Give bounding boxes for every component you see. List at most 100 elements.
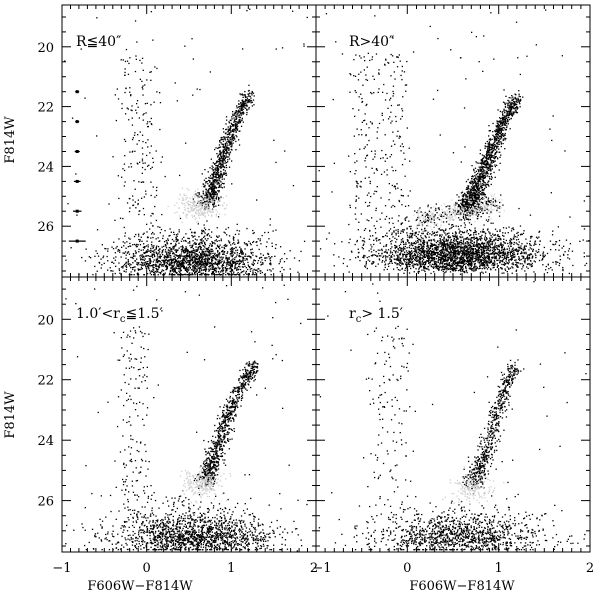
star-point xyxy=(231,145,233,147)
star-point xyxy=(230,130,232,132)
star-point xyxy=(472,254,474,256)
star-point xyxy=(193,231,195,234)
star-point xyxy=(140,249,142,251)
star-point xyxy=(142,233,144,235)
star-point xyxy=(237,241,240,243)
star-point xyxy=(92,274,94,276)
star-point xyxy=(469,250,471,253)
star-point xyxy=(201,204,203,206)
star-point xyxy=(188,260,190,262)
star-point xyxy=(461,261,463,263)
star-point xyxy=(207,171,209,173)
star-point xyxy=(237,274,240,276)
star-point xyxy=(215,187,217,189)
star-point xyxy=(362,248,364,250)
star-point xyxy=(406,247,408,249)
star-point xyxy=(412,256,414,259)
star-point xyxy=(210,158,212,160)
star-point xyxy=(183,265,185,268)
star-point xyxy=(483,244,485,246)
star-point xyxy=(146,102,148,104)
star-point xyxy=(127,73,130,75)
star-point xyxy=(451,256,453,258)
star-point xyxy=(186,255,189,258)
star-point xyxy=(177,255,179,257)
star-point xyxy=(462,250,464,252)
star-point xyxy=(226,244,228,246)
star-point xyxy=(165,269,167,271)
star-point xyxy=(235,131,237,133)
star-point xyxy=(169,263,171,265)
star-point xyxy=(158,240,160,242)
star-point xyxy=(415,249,418,251)
star-point xyxy=(230,251,232,253)
star-point xyxy=(119,217,122,219)
star-point xyxy=(391,262,393,264)
star-point xyxy=(166,268,168,270)
star-point xyxy=(432,267,435,269)
star-point xyxy=(117,250,119,252)
star-point xyxy=(235,274,237,276)
star-point xyxy=(201,248,203,251)
star-point xyxy=(398,249,400,251)
star-point xyxy=(489,261,492,263)
star-point xyxy=(261,263,263,265)
star-point xyxy=(488,259,490,261)
star-point xyxy=(170,259,172,261)
star-point xyxy=(362,256,364,258)
star-point xyxy=(417,255,419,258)
star-point xyxy=(246,104,248,106)
star-point xyxy=(212,252,214,254)
star-point xyxy=(253,268,255,271)
star-point xyxy=(219,175,221,177)
star-point xyxy=(186,268,188,270)
star-point xyxy=(193,269,195,271)
star-point xyxy=(222,253,224,255)
star-point xyxy=(410,247,412,250)
star-point xyxy=(229,263,231,265)
star-point xyxy=(199,88,201,91)
star-point xyxy=(236,254,238,256)
star-point xyxy=(200,239,203,241)
star-point xyxy=(529,263,531,265)
star-point xyxy=(226,257,228,259)
star-point xyxy=(423,243,425,245)
star-point xyxy=(447,239,449,241)
star-point xyxy=(207,250,209,253)
star-point xyxy=(170,261,173,263)
star-point xyxy=(501,272,503,274)
star-point xyxy=(201,238,203,240)
star-point xyxy=(503,238,505,240)
star-point xyxy=(216,153,218,155)
star-point xyxy=(235,111,237,113)
star-point xyxy=(192,205,194,207)
star-point xyxy=(137,202,139,205)
star-point xyxy=(521,247,523,250)
star-point xyxy=(220,174,222,176)
star-point xyxy=(144,103,147,105)
star-point xyxy=(120,256,122,258)
star-point xyxy=(239,110,241,112)
star-point xyxy=(472,244,475,246)
star-point xyxy=(212,168,214,171)
star-point xyxy=(270,264,272,266)
star-point xyxy=(186,217,188,219)
star-point xyxy=(521,268,523,270)
star-point xyxy=(529,244,531,246)
star-point xyxy=(410,235,413,237)
star-point xyxy=(475,244,477,246)
star-point xyxy=(138,140,140,142)
star-point xyxy=(205,262,208,265)
star-point xyxy=(124,235,126,237)
star-point xyxy=(218,253,221,255)
star-point xyxy=(191,202,193,204)
star-point xyxy=(197,196,199,198)
star-point xyxy=(132,150,134,152)
star-point xyxy=(460,270,462,273)
star-point xyxy=(427,257,429,259)
star-point xyxy=(476,239,478,241)
star-point xyxy=(193,199,195,202)
star-point xyxy=(204,184,206,187)
star-point xyxy=(365,261,367,263)
star-point xyxy=(228,264,230,266)
